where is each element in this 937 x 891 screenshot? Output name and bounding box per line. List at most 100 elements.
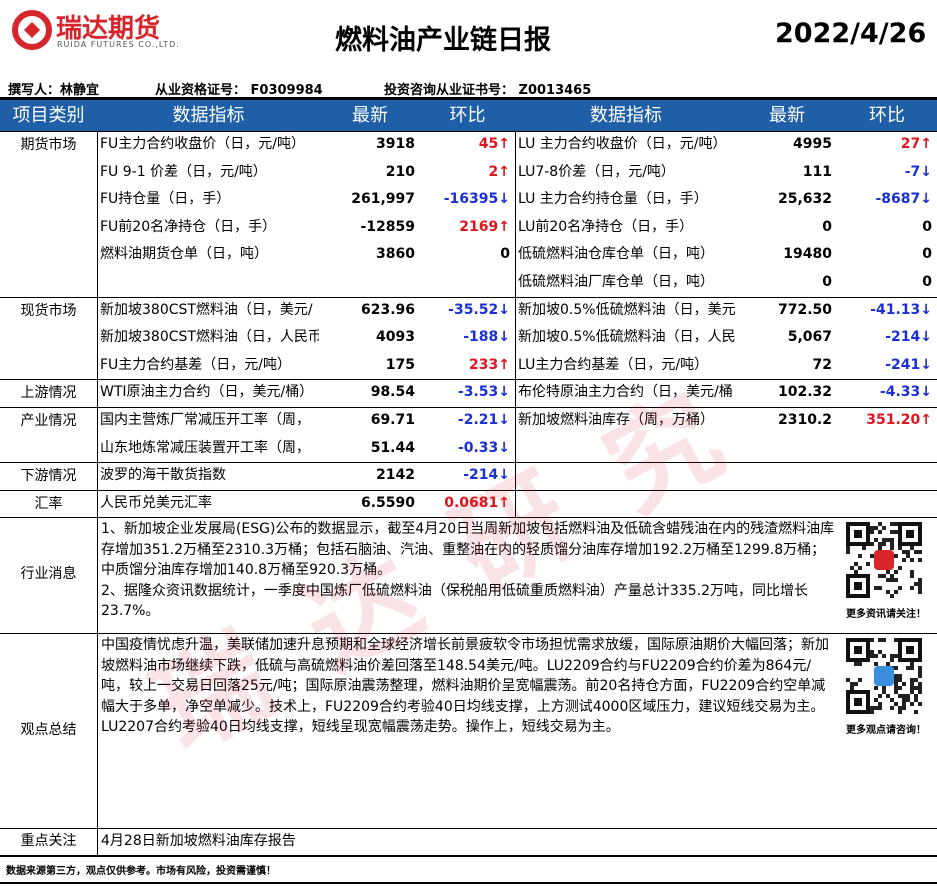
latest: 2310.2 [777, 412, 832, 428]
indicator: 新加坡0.5%低硫燃料油（日，美元 [518, 301, 736, 318]
category: 重点关注 [20, 833, 77, 850]
col-rule [515, 407, 516, 463]
indicator: FU 9-1 价差（日，元/吨） [100, 163, 267, 180]
indicator: LU 主力合约持仓量（日，手） [518, 191, 708, 208]
latest: 175 [385, 356, 415, 373]
change: 0 [500, 246, 510, 263]
indicator: 新加坡燃料油库存（周，万桶） [518, 412, 714, 428]
rule [0, 296, 937, 298]
col-rule [515, 131, 516, 297]
change: -7↓ [904, 163, 932, 180]
rule [0, 131, 937, 132]
col-rule [97, 296, 98, 380]
latest: 261,997 [351, 191, 415, 208]
indicator: FU持仓量（日，手） [100, 191, 231, 208]
latest: 6.5590 [360, 494, 415, 511]
rule [0, 97, 937, 100]
change: -8687↓ [875, 191, 932, 208]
latest: 0 [822, 218, 832, 235]
consult: 投资咨询从业证书号： Z0013465 [384, 83, 592, 98]
indicator: 国内主营炼厂常减压开工率（周， [100, 412, 310, 428]
change: 45↑ [478, 136, 510, 152]
indicator: 燃料油期货仓单（日，吨） [100, 246, 268, 263]
change: 351.20↑ [866, 412, 932, 428]
rule [0, 379, 937, 381]
rule [0, 517, 937, 519]
license: 从业资格证号： F0309984 [155, 83, 323, 98]
note-text: 1、新加坡企业发展局(ESG)公布的数据显示，截至4月20日当周新加坡包括燃料油… [101, 521, 835, 620]
qr-caption: 更多观点请咨询！ [846, 725, 926, 737]
col-rule [515, 379, 516, 407]
table-header [0, 100, 937, 131]
col-rule [97, 462, 98, 490]
indicator: FU主力合约收盘价（日，元/吨） [100, 136, 306, 152]
latest: 2142 [376, 467, 415, 484]
latest: 4995 [793, 136, 832, 152]
change: -4.33↓ [879, 384, 932, 401]
col-rule [97, 633, 98, 829]
indicator: LU7-8价差（日，元/吨） [518, 163, 675, 180]
latest: 3860 [376, 246, 415, 263]
category: 上游情况 [20, 385, 77, 402]
change: -241↓ [885, 356, 932, 373]
indicator: 新加坡0.5%低硫燃料油（日，人民 [518, 329, 736, 346]
logo-sub: RUIDA FUTURES CO.,LTD. [57, 40, 180, 49]
change: 27↑ [900, 136, 932, 152]
header-cell: 数据指标 [172, 105, 245, 126]
latest: 51.44 [370, 439, 415, 456]
category: 汇率 [34, 495, 63, 512]
header-cell: 最新 [352, 105, 388, 126]
category: 期货市场 [20, 137, 77, 153]
indicator: 新加坡380CST燃料油（日，美元/ [100, 301, 313, 318]
latest: 111 [802, 163, 832, 180]
rule [0, 489, 937, 491]
header-cell: 环比 [449, 105, 486, 126]
col-rule [97, 131, 98, 297]
logo-name: 瑞达期货 [56, 14, 161, 44]
date: 2022/4/26 [775, 18, 927, 49]
col-rule [97, 407, 98, 463]
change: -188↓ [463, 329, 510, 346]
change: -2.21↓ [457, 412, 510, 428]
category: 产业情况 [20, 413, 77, 429]
latest: 19480 [783, 246, 832, 263]
indicator: 新加坡380CST燃料油（日，人民币 [100, 329, 319, 346]
qr-caption: 更多资讯请关注！ [846, 609, 926, 621]
latest: 0 [822, 274, 832, 290]
latest: 102.32 [777, 384, 832, 401]
change: 0 [922, 246, 932, 263]
change: 2169↑ [459, 218, 510, 235]
latest: 3918 [376, 136, 415, 152]
footer: 数据来源第三方，观点仅供参考。市场有风险，投资需谨慎！ [6, 866, 276, 878]
qr-code [846, 522, 922, 599]
change: 0 [922, 274, 932, 290]
rule [0, 407, 937, 408]
col-rule [97, 489, 98, 518]
header-cell: 最新 [769, 105, 805, 126]
latest: 4093 [376, 329, 415, 346]
col-rule [515, 462, 516, 490]
author: 撰写人：林静宜 [8, 83, 100, 98]
title: 燃料油产业链日报 [335, 25, 551, 56]
header-cell: 项目类别 [12, 105, 85, 126]
col-rule [515, 296, 516, 380]
rule [0, 855, 937, 858]
latest: 210 [385, 163, 415, 180]
indicator: LU前20名净持仓（日，手） [518, 218, 694, 235]
col-rule [97, 379, 98, 407]
change: -41.13↓ [870, 301, 932, 318]
col-rule [97, 517, 98, 634]
indicator: FU主力合约基差（日，元/吨） [100, 356, 292, 373]
qr-code [846, 638, 922, 715]
indicator: 低硫燃料油厂库仓单（日，吨） [518, 274, 714, 290]
latest: 5,067 [787, 329, 832, 346]
focus-text: 4月28日新加坡燃料油库存报告 [101, 833, 296, 850]
indicator: 布伦特原油主力合约（日，美元/桶 [518, 384, 733, 401]
note-text: 中国疫情忧虑升温，美联储加速升息预期和全球经济增长前景疲软令市场担忧需求放缓，国… [101, 637, 829, 736]
col-rule [515, 489, 516, 518]
indicator: LU主力合约基差（日，元/吨） [518, 356, 709, 373]
rule [0, 828, 937, 830]
header-cell: 数据指标 [590, 105, 662, 126]
latest: 772.50 [777, 301, 832, 318]
